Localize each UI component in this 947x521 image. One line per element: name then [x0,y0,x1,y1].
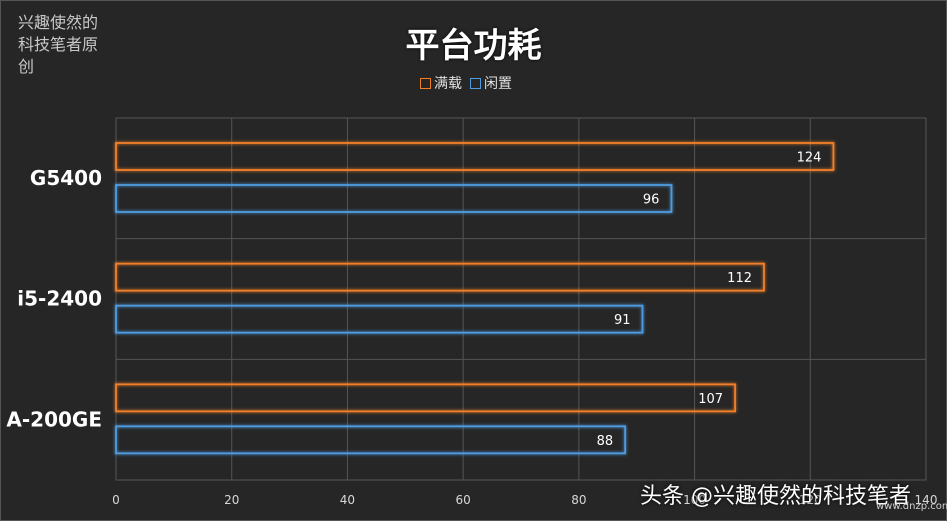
legend-swatch-full-load [420,77,431,89]
bar-value-label: 107 [698,392,723,407]
chart-title: 平台功耗 [405,26,542,66]
x-tick-label: 60 [456,493,471,507]
author-note: 兴趣使然的科技笔者原创 [18,13,99,76]
bar [115,262,765,292]
grid-layer [115,117,927,481]
x-tick-label: 0 [112,493,120,507]
bar [115,142,835,171]
source-banner: 头条 @兴趣使然的科技笔者 [640,484,911,509]
x-tick-label: 100 [683,493,706,507]
bar-value-label: 96 [643,193,660,208]
category-label: A-200GE [6,407,102,431]
legend-label-full-load: 满载 [434,76,462,92]
x-tick-label: 20 [224,493,239,507]
legend: 满载 闲置 [420,73,512,93]
bar-value-label: 88 [597,434,614,449]
category-label: G5400 [30,166,102,190]
legend-item-full-load: 满载 [420,73,462,93]
bar [115,184,673,213]
x-tick-label: 80 [571,493,586,507]
source-url: www.dnzp.com [876,501,947,512]
bar [115,383,736,413]
legend-item-idle: 闲置 [470,73,512,93]
bar-value-label: 112 [727,271,752,286]
legend-swatch-idle [470,77,481,89]
label-layer: 0 20 40 60 80 100 120 140 G5400 124 96 i5-2400 112 91… [6,151,937,508]
x-tick-label: 140 [915,493,938,507]
bar [115,425,627,455]
category-label: i5-2400 [17,287,102,311]
bar [115,304,644,334]
x-tick-label: 40 [340,493,355,507]
bar-value-label: 91 [614,313,631,328]
bar-value-label: 124 [797,151,822,166]
x-tick-label: 120 [799,493,822,507]
legend-label-idle: 闲置 [484,76,512,92]
bar-layer [115,142,835,455]
